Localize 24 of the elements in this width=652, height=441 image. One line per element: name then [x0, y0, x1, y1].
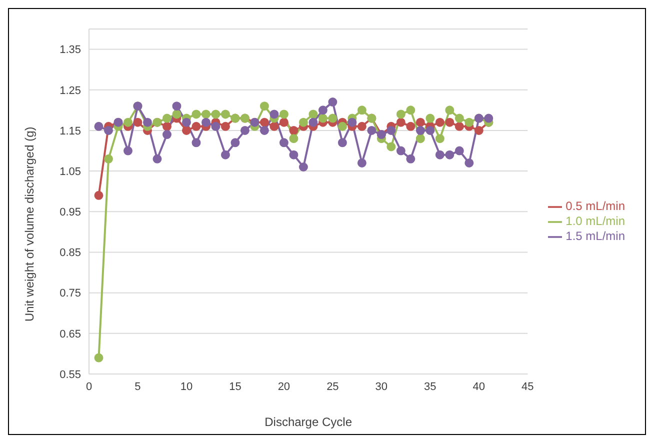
x-axis-title: Discharge Cycle [264, 415, 352, 429]
legend-label: 0.5 mL/min [566, 199, 625, 214]
y-tick-label: 0.85 [60, 247, 81, 260]
x-tick-label: 35 [424, 380, 436, 393]
y-tick-label: 0.95 [60, 206, 81, 219]
y-tick-label: 1.35 [60, 44, 81, 56]
y-tick-label: 0.55 [60, 368, 81, 381]
x-tick-label: 10 [180, 380, 193, 393]
x-tick-label: 5 [134, 380, 141, 393]
x-tick-label: 25 [326, 380, 339, 393]
x-tick-label: 45 [522, 380, 534, 393]
x-tick-label: 20 [278, 380, 290, 393]
legend-label: 1.5 mL/min [566, 228, 625, 243]
y-tick-label: 0.65 [60, 328, 81, 340]
y-tick-label: 1.05 [60, 166, 81, 178]
x-tick-label: 30 [375, 380, 388, 393]
x-tick-label: 40 [472, 380, 486, 393]
legend-label: 1.0 mL/min [566, 214, 625, 228]
y-tick-label: 1.15 [60, 125, 81, 138]
x-tick-label: 15 [229, 380, 242, 393]
y-axis-title: Unit weight of volume discharged (g) [22, 126, 36, 322]
y-tick-label: 0.75 [60, 288, 81, 300]
y-tick-label: 1.25 [60, 84, 81, 97]
x-tick-label: 0 [86, 380, 92, 393]
